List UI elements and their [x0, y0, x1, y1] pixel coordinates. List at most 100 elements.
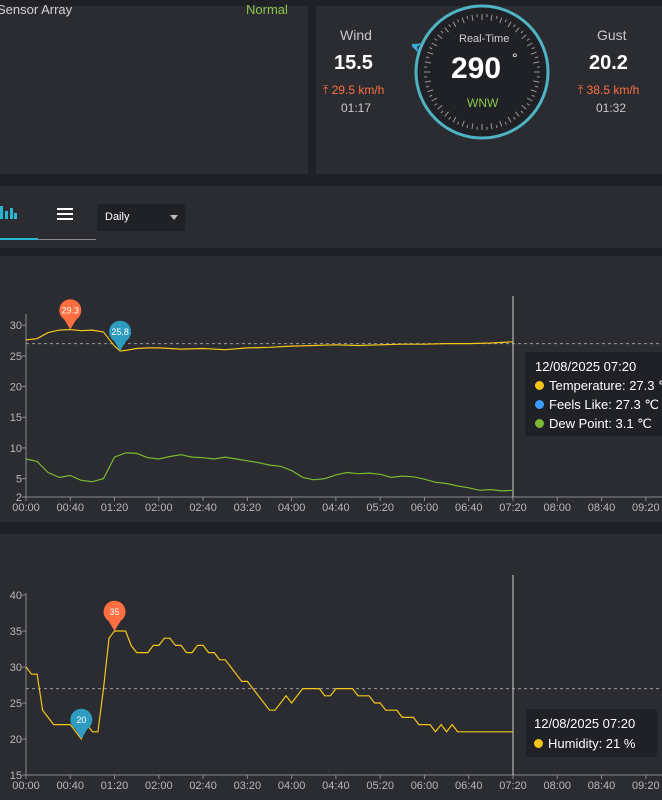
min-marker-label: 25.8 — [111, 327, 129, 337]
feels-like-dot-icon — [535, 400, 544, 409]
compass-tick — [534, 56, 539, 59]
x-tick-label: 06:00 — [411, 780, 439, 792]
tooltip-temperature-text: Temperature: 27.3 ℃ — [549, 378, 662, 393]
y-tick-label: 15 — [10, 412, 22, 424]
compass-tick — [444, 111, 449, 117]
compass-tick — [425, 56, 430, 59]
compass-tick — [504, 19, 507, 23]
compass-tick — [444, 27, 449, 33]
gust-time: 01:32 — [596, 101, 627, 115]
compass-tick — [499, 17, 503, 24]
tooltip-row-dew-point: Dew Point: 3.1 ℃ — [535, 416, 652, 432]
compass-tick — [424, 61, 431, 64]
compass-tick — [461, 17, 465, 24]
x-tick-label: 08:40 — [588, 780, 616, 792]
wind-panel: Wind 15.5 ⤒ 29.5 km/h 01:17 Real-Time 29… — [316, 4, 662, 174]
compass-tick — [526, 38, 530, 41]
compass-tick — [534, 85, 539, 88]
min-marker: 20 — [70, 708, 93, 739]
y-tick-label: 5 — [16, 474, 22, 486]
x-tick-label: 00:40 — [57, 780, 85, 792]
compass-tick — [440, 110, 444, 114]
wind-max-value: ⤒ 29.5 km/h — [323, 83, 385, 97]
x-tick-label: 02:00 — [145, 780, 173, 792]
compass-tick — [533, 80, 540, 83]
series-line-humidity — [25, 630, 513, 741]
humidity-dot-icon — [534, 739, 543, 748]
bar-chart-icon[interactable] — [0, 202, 18, 220]
compass-tick — [490, 14, 493, 21]
x-tick-label: 05:20 — [366, 780, 394, 792]
temperature-tooltip: 12/08/2025 07:20 Temperature: 27.3 ℃ Fee… — [525, 352, 662, 436]
humidity-tooltip-date: 12/08/2025 07:20 — [534, 716, 636, 731]
tab-underline — [38, 239, 96, 240]
chart-toolbar: Daily — [0, 186, 662, 248]
gust-value: 20.2 — [589, 52, 628, 74]
y-tick-label: 2 — [16, 492, 22, 504]
y-tick-label: 20 — [10, 734, 22, 746]
compass-tick — [521, 105, 527, 110]
x-tick-label: 04:40 — [322, 780, 350, 792]
y-tick-label: 40 — [10, 590, 22, 602]
humidity-chart-panel: 15 20 25 30 35 40 00:00 00:40 01:20 02:00 02:40 03:… — [0, 534, 662, 800]
x-tick-label: 00:40 — [57, 502, 85, 514]
compass-tick — [431, 42, 438, 47]
compass-tick — [452, 116, 457, 123]
series-line-temperature — [25, 328, 514, 352]
temperature-dot-icon — [535, 381, 544, 390]
y-tick-label: 25 — [10, 698, 22, 710]
compass-tick — [437, 34, 443, 39]
x-tick-label: 06:40 — [455, 502, 483, 514]
max-marker: 35 — [103, 600, 126, 631]
period-select[interactable]: Daily — [97, 204, 185, 231]
compass-tick — [499, 120, 503, 127]
dew-point-dot-icon — [535, 419, 544, 428]
compass-tick — [526, 97, 533, 102]
y-tick-label: 30 — [10, 662, 22, 674]
compass-tick — [507, 21, 512, 28]
x-tick-label: 05:20 — [366, 502, 394, 514]
x-tick-label: 08:40 — [588, 502, 616, 514]
direction-text: WNW — [467, 96, 499, 110]
compass-tick — [457, 19, 460, 23]
humidity-chart: 15 20 25 30 35 40 00:00 00:40 01:20 02:00 02:40 03:… — [10, 575, 662, 792]
x-tick-label: 02:40 — [189, 780, 217, 792]
compass-tick — [520, 110, 524, 114]
tooltip-humidity-text: Humidity: 21 % — [548, 736, 636, 751]
compass-tick — [520, 30, 524, 34]
compass-tick — [466, 15, 469, 20]
x-tick-label: 01:20 — [101, 780, 129, 792]
direction-value: 290 — [451, 52, 502, 85]
compass-tick — [471, 14, 474, 21]
compass-tick — [448, 24, 451, 28]
x-tick-label: 08:00 — [544, 780, 572, 792]
max-marker-label: 35 — [110, 607, 120, 617]
compass-tick — [425, 85, 430, 88]
compass-tick — [504, 121, 507, 125]
direction-arrow-icon — [412, 43, 422, 53]
x-tick-label: 04:00 — [278, 502, 306, 514]
y-tick-label: 15 — [10, 770, 22, 782]
chevron-down-icon — [170, 215, 178, 220]
tooltip-feels-like-text: Feels Like: 27.3 ℃ — [549, 397, 659, 412]
compass-tick — [530, 51, 537, 55]
tooltip-dew-point-text: Dew Point: 3.1 ℃ — [549, 416, 652, 431]
compass-tick — [429, 94, 433, 97]
y-tick-label: 20 — [10, 382, 22, 394]
active-tab-underline — [0, 238, 38, 240]
gust-label: Gust — [597, 27, 627, 43]
temperature-chart-panel: 2 5 10 15 20 25 30 00:00 00:40 01:20 02:00 02:40 03:… — [0, 256, 662, 522]
compass-tick — [424, 80, 431, 83]
gust-max-value: ⤒ 38.5 km/h — [578, 83, 640, 97]
compass-tick — [437, 105, 443, 110]
compass-tick — [490, 123, 493, 130]
tooltip-row-humidity: Humidity: 21 % — [534, 736, 635, 751]
compass-tick — [471, 123, 474, 130]
wind-time: 01:17 — [341, 101, 372, 115]
sensor-panel: Sensor Array Normal — [0, 2, 308, 174]
hamburger-icon[interactable] — [57, 207, 73, 220]
compass-tick — [495, 124, 498, 129]
x-tick-label: 07:20 — [499, 780, 527, 792]
sensor-title: Sensor Array — [0, 2, 73, 17]
y-tick-label: 30 — [10, 320, 22, 332]
